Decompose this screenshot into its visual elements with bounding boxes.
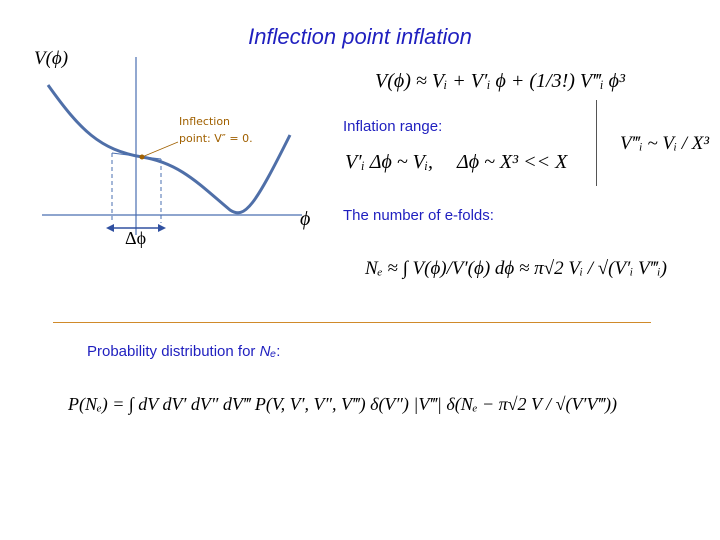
range-equation-1: V′ᵢ Δϕ ~ Vᵢ, <box>345 151 434 173</box>
inflection-label-line1: Inflection <box>179 115 231 128</box>
potential-curve <box>46 84 292 215</box>
probability-label: Probability distribution for Nₑ: <box>87 343 280 360</box>
x-axis-label: ϕ <box>300 208 311 230</box>
slide-title: Inflection point inflation <box>248 24 472 49</box>
probability-label-prefix: Probability distribution for <box>87 343 260 360</box>
inflation-range-label: Inflation range: <box>343 118 443 135</box>
potential-plot <box>42 57 302 235</box>
delta-arrow-left-head <box>106 224 114 232</box>
delta-arrow-right-head <box>158 224 166 232</box>
bracket-line <box>596 100 597 186</box>
probability-label-var: Nₑ <box>259 343 277 360</box>
probability-equation: P(Nₑ) = ∫ dV dV′ dV″ dV‴ P(V, V′, V″, V‴… <box>68 394 618 414</box>
inflection-label-line2: point: V″ = 0. <box>179 132 253 145</box>
side-equation: V‴ᵢ ~ Vᵢ / X³ <box>620 133 710 154</box>
range-equation-2: Δϕ ~ X³ << X <box>457 151 568 173</box>
probability-label-suffix: : <box>276 343 281 360</box>
inflection-label: Inflection point: V″ = 0. <box>179 113 253 147</box>
efolds-label: The number of e-folds: <box>343 207 494 224</box>
efolds-equation: Nₑ ≈ ∫ V(ϕ)/V′(ϕ) dϕ ≈ π√2 Vᵢ / √(V′ᵢ V‴… <box>365 258 667 279</box>
range-top-line <box>111 152 162 160</box>
delta-phi-label: Δϕ <box>125 228 147 248</box>
inflection-pointer <box>141 141 179 158</box>
section-separator <box>53 322 651 323</box>
y-axis-label: V(ϕ) <box>34 48 69 69</box>
taylor-equation: V(ϕ) ≈ Vᵢ + V′ᵢ ϕ + (1/3!) V‴ᵢ ϕ³ <box>375 70 626 92</box>
